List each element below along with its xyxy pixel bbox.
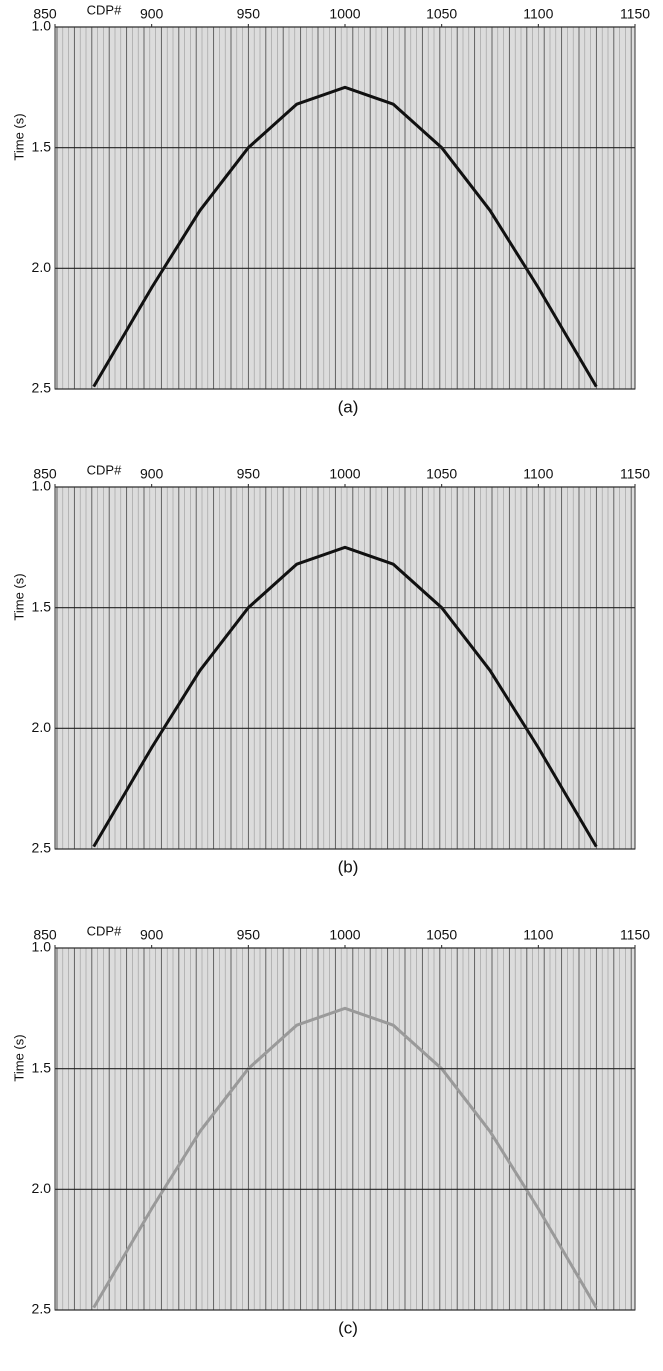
plot-background bbox=[55, 27, 635, 389]
y-tick-label: 2.0 bbox=[32, 1180, 52, 1196]
y-tick-label: 2.5 bbox=[32, 380, 52, 396]
x-axis-label: CDP# bbox=[87, 2, 122, 17]
caption: (b) bbox=[338, 857, 359, 876]
y-tick-label: 1.0 bbox=[32, 18, 52, 34]
x-tick-label: 950 bbox=[237, 927, 261, 943]
plot-frame bbox=[54, 486, 636, 850]
x-tick-label: 1000 bbox=[329, 6, 360, 22]
x-tick-label: 900 bbox=[140, 466, 164, 482]
reflection-event bbox=[92, 545, 598, 848]
x-tick-label: 950 bbox=[237, 466, 261, 482]
plot-frame bbox=[54, 26, 636, 390]
x-axis-label: CDP# bbox=[87, 923, 122, 938]
x-tick-label: 1100 bbox=[523, 6, 553, 22]
x-tick-label: 1050 bbox=[426, 466, 457, 482]
y-axis-label: Time (s) bbox=[11, 1034, 26, 1081]
y-tick-label: 2.5 bbox=[32, 840, 52, 856]
x-tick-label: 850 bbox=[33, 466, 57, 482]
x-tick-label: 900 bbox=[140, 927, 164, 943]
y-axis-label: Time (s) bbox=[11, 113, 26, 160]
y-tick-label: 1.0 bbox=[32, 939, 52, 955]
y-tick-label: 2.5 bbox=[32, 1301, 52, 1317]
y-axis-label: Time (s) bbox=[11, 573, 26, 620]
x-tick-label: 1000 bbox=[329, 927, 360, 943]
x-axis-label: CDP# bbox=[87, 462, 122, 477]
caption: (a) bbox=[338, 397, 359, 416]
y-tick-label: 1.5 bbox=[32, 1059, 52, 1075]
x-tick-label: 850 bbox=[33, 927, 57, 943]
y-tick-label: 2.0 bbox=[32, 259, 52, 275]
y-tick-label: 2.0 bbox=[32, 719, 52, 735]
caption: (c) bbox=[338, 1318, 358, 1337]
x-tick-label: 1100 bbox=[523, 466, 553, 482]
panel: 1.0 1.5 2.0 2.5 850 900 950 1000 1050 1100 1150 CDP… bbox=[11, 923, 650, 1337]
reflection-event bbox=[92, 1006, 598, 1309]
y-tick-label: 1.5 bbox=[32, 598, 52, 614]
x-tick-label: 1150 bbox=[620, 927, 650, 943]
panel: 1.0 1.5 2.0 2.5 850 900 950 1000 1050 1100 1150 CDP… bbox=[11, 462, 650, 876]
x-tick-label: 1050 bbox=[426, 927, 457, 943]
plot-background bbox=[55, 948, 635, 1310]
panel: 1.0 1.5 2.0 2.5 850 900 950 1000 1050 1100 1150 CDP… bbox=[11, 2, 650, 416]
y-tick-label: 1.0 bbox=[32, 478, 52, 494]
x-tick-label: 1050 bbox=[426, 6, 457, 22]
reflection-event bbox=[92, 85, 598, 388]
x-tick-label: 1150 bbox=[620, 6, 650, 22]
x-tick-label: 1150 bbox=[620, 466, 650, 482]
y-tick-label: 1.5 bbox=[32, 138, 52, 154]
x-tick-label: 850 bbox=[33, 6, 57, 22]
x-tick-label: 1100 bbox=[523, 927, 553, 943]
x-tick-label: 900 bbox=[140, 6, 164, 22]
plot-frame bbox=[54, 947, 636, 1311]
x-tick-label: 1000 bbox=[329, 466, 360, 482]
plot-background bbox=[55, 487, 635, 849]
x-tick-label: 950 bbox=[237, 6, 261, 22]
